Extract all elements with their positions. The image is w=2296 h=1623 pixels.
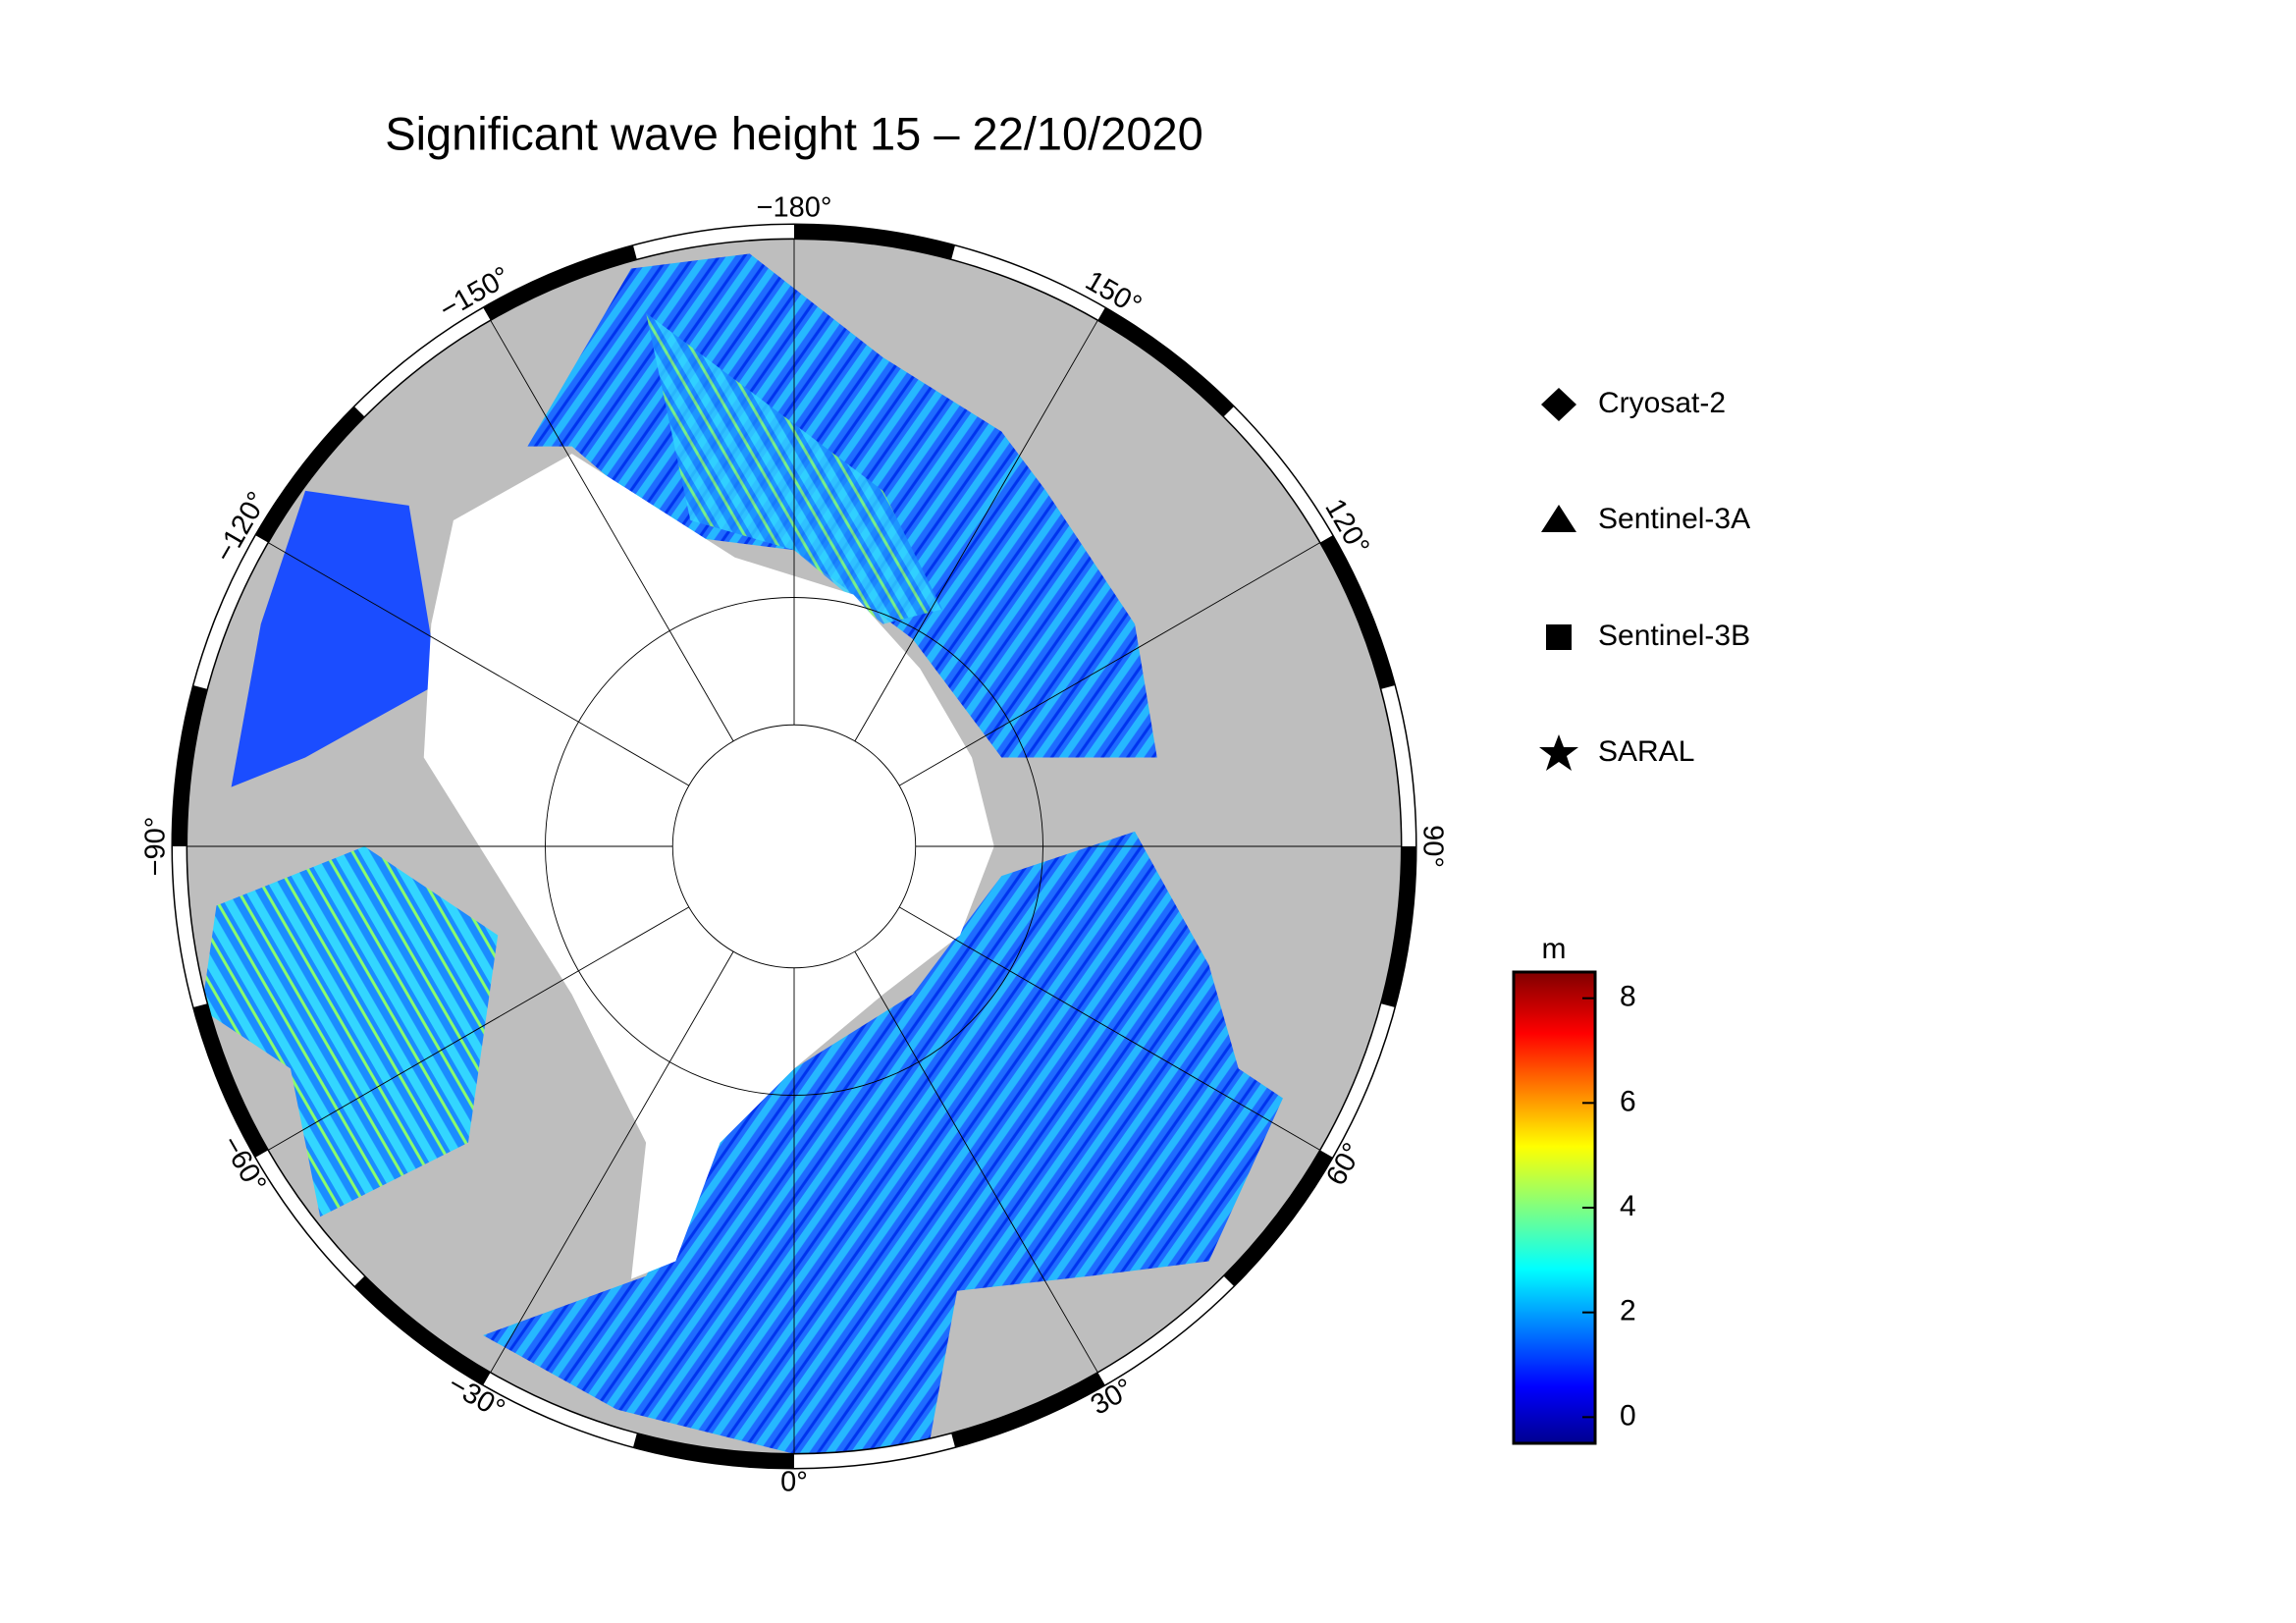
legend: Cryosat-2 Sentinel-3A Sentinel-3B SARAL — [1539, 387, 1750, 771]
frame-segment — [172, 684, 208, 847]
frame-segment — [1097, 307, 1235, 417]
colorbar-ramp — [1512, 970, 1597, 1445]
frame-segment — [1223, 1150, 1333, 1287]
meridian — [898, 542, 1321, 786]
legend-square — [1546, 624, 1572, 650]
legend-star — [1539, 734, 1578, 771]
labrador-swaths — [201, 846, 499, 1217]
legend-diamond — [1541, 388, 1576, 421]
colorbar: m 0 2 4 6 8 — [1512, 933, 1636, 1445]
meridian — [854, 319, 1098, 742]
legend-label: Sentinel-3A — [1598, 503, 1750, 535]
title: Significant wave height 15 – 22/10/2020 — [385, 107, 1203, 159]
frame-segment — [1319, 535, 1396, 689]
frame-segment — [1380, 845, 1416, 1008]
meridians — [187, 239, 1402, 1454]
lon-label: 90° — [1416, 825, 1448, 868]
frame-segment — [632, 1433, 795, 1469]
meridian — [490, 319, 734, 742]
colorbar-tick-label: 4 — [1620, 1190, 1636, 1222]
sea-ice — [423, 454, 994, 1279]
colorbar-tick-label: 2 — [1620, 1295, 1636, 1327]
lon-label: −90° — [140, 817, 172, 877]
frame-segment — [483, 244, 637, 321]
lon-label: −180° — [757, 192, 832, 224]
map — [171, 223, 1417, 1470]
hudson-swaths — [231, 490, 439, 787]
frame-ring — [172, 224, 1416, 1469]
meridian — [490, 950, 734, 1374]
colorbar-tick-label: 0 — [1620, 1399, 1636, 1432]
lon-label: 60° — [1320, 1138, 1369, 1191]
meridian — [898, 906, 1321, 1151]
frame-segment — [353, 1275, 491, 1385]
meridian — [267, 906, 690, 1151]
meridian — [854, 950, 1098, 1374]
legend-triangle — [1541, 505, 1576, 532]
meridian — [267, 542, 690, 786]
legend-label: SARAL — [1598, 735, 1694, 768]
colorbar-label: m — [1542, 933, 1567, 965]
legend-label: Sentinel-3B — [1598, 620, 1750, 652]
frame-segment — [793, 224, 956, 260]
legend-label: Cryosat-2 — [1598, 387, 1726, 419]
lon-label: 0° — [780, 1467, 808, 1498]
atlantic-swaths — [483, 831, 1283, 1454]
colorbar-tick-label: 8 — [1620, 981, 1636, 1013]
colorbar-tick-label: 6 — [1620, 1085, 1636, 1117]
map-disk — [187, 239, 1402, 1454]
frame-segment — [255, 406, 365, 543]
frame-segment — [951, 1372, 1105, 1448]
frame-segment — [192, 1003, 269, 1158]
